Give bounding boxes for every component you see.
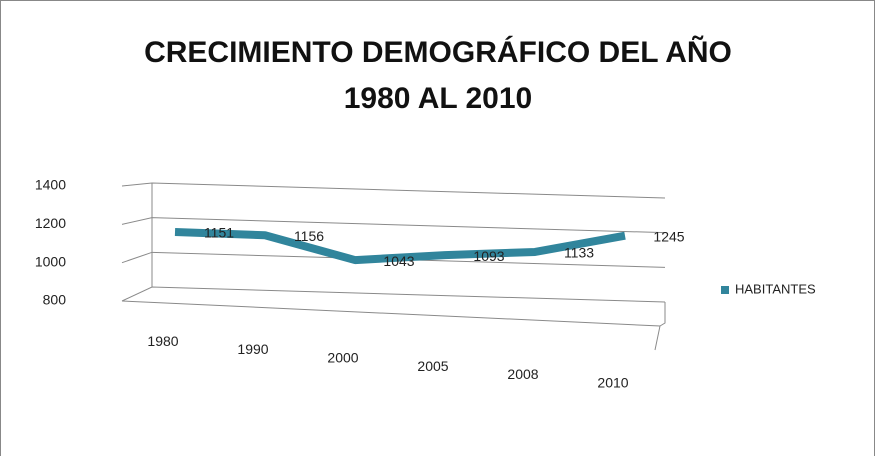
grid-line (121, 217, 666, 234)
x-tick-label: 2000 (327, 350, 358, 366)
data-label: 1133 (564, 245, 594, 261)
x-tick-label: 2005 (417, 358, 448, 374)
chart-title: CRECIMIENTO DEMOGRÁFICO DEL AÑO 1980 AL … (144, 36, 732, 115)
grid-line (121, 286, 666, 303)
data-label: 1245 (653, 228, 684, 244)
x-tick-label: 1990 (237, 341, 268, 357)
grid-line (121, 251, 666, 268)
y-tick-label: 1000 (35, 253, 66, 269)
grid-line (121, 182, 666, 199)
data-label: 1151 (204, 225, 234, 241)
legend-label: HABITANTES (735, 281, 816, 296)
line-ribbon (174, 228, 626, 265)
data-label: 1043 (383, 253, 414, 269)
x-tick-label: 2008 (507, 366, 538, 382)
x-tick-label: 2010 (597, 375, 628, 391)
legend-swatch (721, 286, 729, 294)
x-tick-label: 1980 (147, 333, 178, 349)
y-tick-label: 800 (43, 292, 67, 308)
data-label: 1156 (294, 228, 324, 244)
floor-edge (121, 300, 661, 351)
data-label: 1093 (473, 248, 504, 264)
y-tick-label: 1200 (35, 215, 66, 231)
y-tick-label: 1400 (35, 177, 66, 193)
floor-side (659, 302, 666, 327)
